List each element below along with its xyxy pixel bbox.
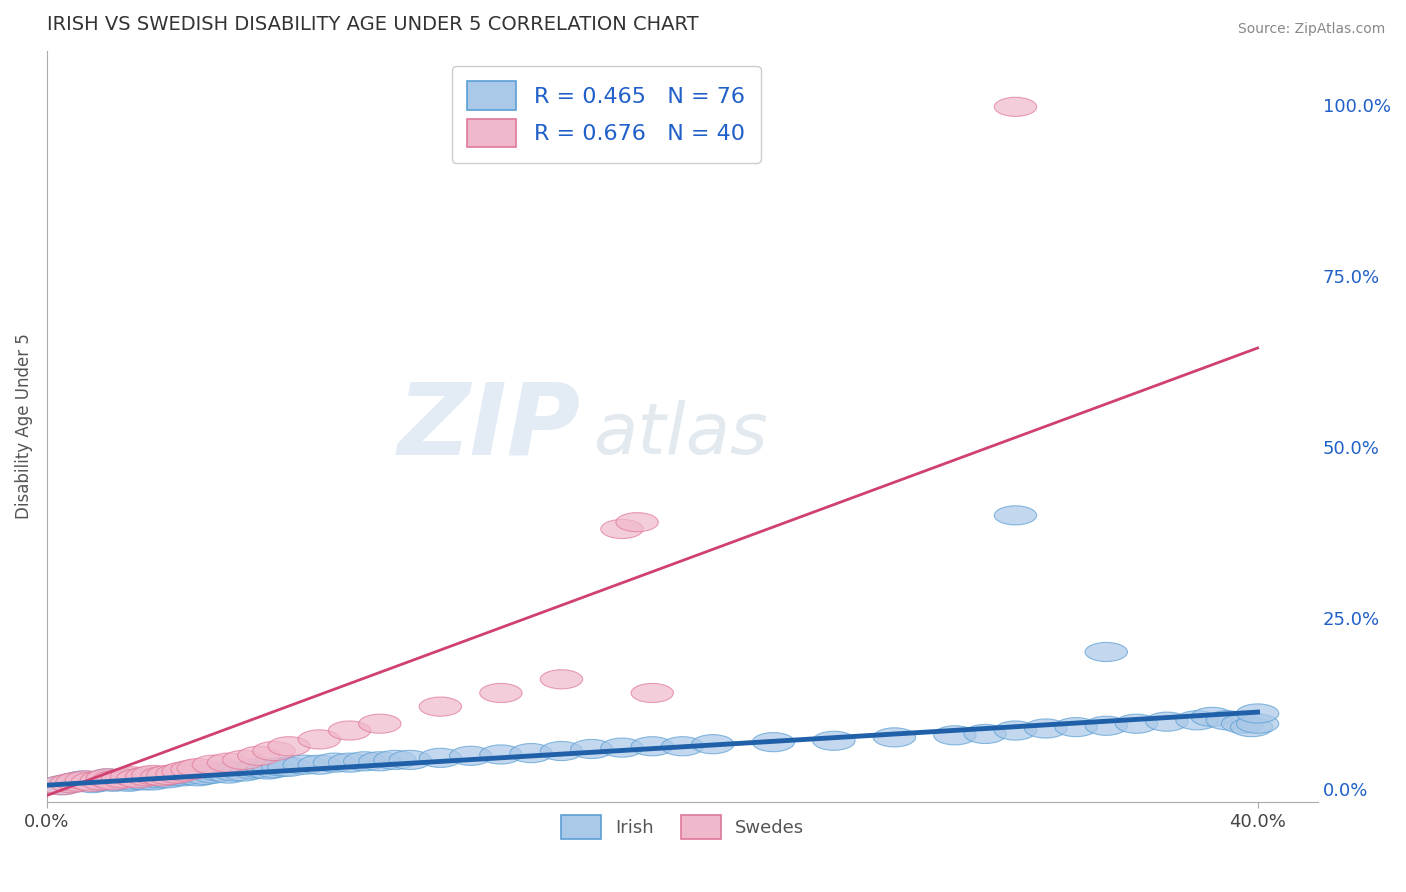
Text: atlas: atlas	[593, 400, 768, 468]
Text: Source: ZipAtlas.com: Source: ZipAtlas.com	[1237, 22, 1385, 37]
Y-axis label: Disability Age Under 5: Disability Age Under 5	[15, 334, 32, 519]
Legend: Irish, Swedes: Irish, Swedes	[554, 808, 811, 846]
Text: IRISH VS SWEDISH DISABILITY AGE UNDER 5 CORRELATION CHART: IRISH VS SWEDISH DISABILITY AGE UNDER 5 …	[46, 15, 699, 34]
Text: ZIP: ZIP	[398, 378, 581, 475]
